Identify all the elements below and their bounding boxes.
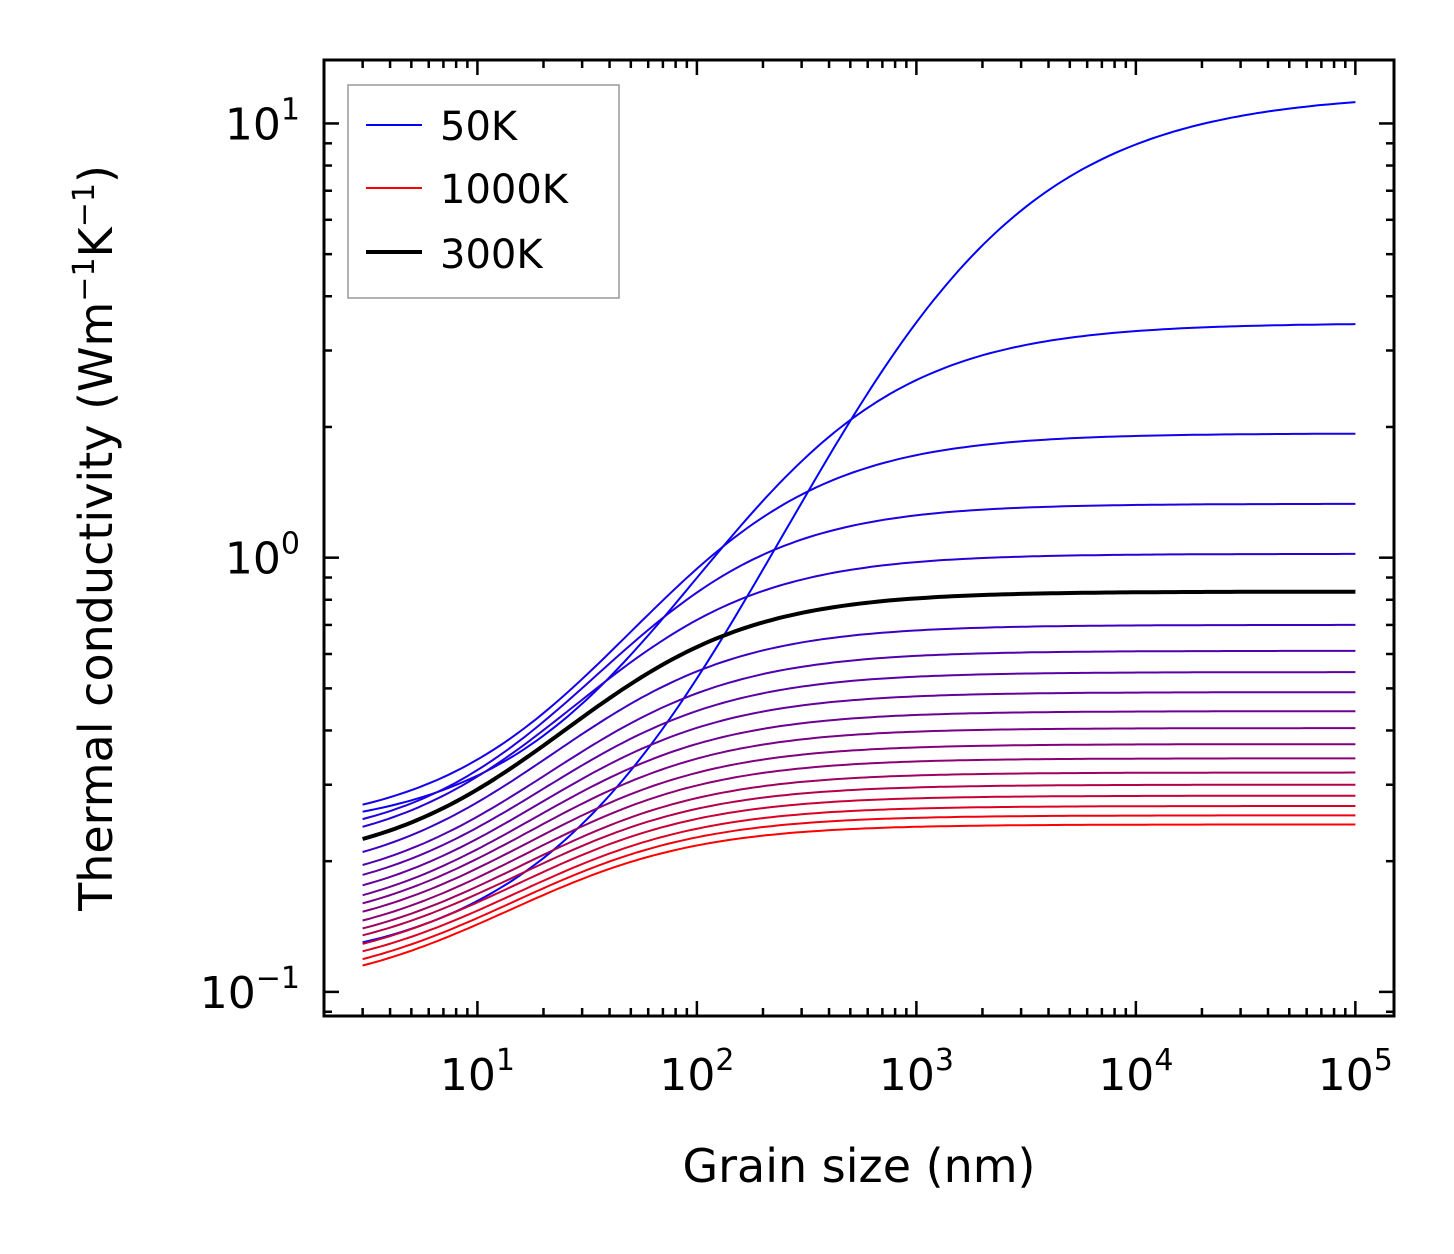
- series-line-200k: [362, 502, 1356, 821]
- x-tick-label: 101: [440, 1043, 515, 1101]
- series-line-800k: [362, 783, 1356, 937]
- series-line-150k: [362, 432, 1356, 806]
- x-tick-label: 102: [659, 1043, 734, 1101]
- series-line-700k: [362, 757, 1356, 922]
- series-line-400k: [362, 649, 1356, 866]
- series-line-600k: [362, 727, 1356, 905]
- x-tick-labels: 101 102 103 104 105: [440, 1043, 1393, 1101]
- legend-label-1000k: 1000K: [440, 167, 570, 213]
- plot-frame: [322, 58, 1396, 1018]
- x-tick-label: 104: [1098, 1043, 1173, 1101]
- legend-label-50k: 50K: [440, 104, 519, 150]
- y-tick-label: 100: [225, 527, 300, 585]
- series-layer: [362, 101, 1356, 967]
- x-tick-label: 105: [1318, 1043, 1393, 1101]
- series-line-550k: [362, 710, 1356, 897]
- series-line-850k: [362, 794, 1356, 945]
- series-line-900k: [362, 805, 1356, 953]
- series-line-300k: [362, 589, 1356, 841]
- series-line-500k: [362, 691, 1356, 887]
- x-axis-label: Grain size (nm): [683, 1139, 1036, 1193]
- series-line-1000k: [362, 823, 1356, 967]
- y-axis-label: Thermal conductivity (Wm−1K−1): [67, 165, 123, 912]
- series-line-100k: [362, 323, 1356, 813]
- series-line-250k: [362, 552, 1356, 828]
- series-line-950k: [362, 814, 1356, 961]
- series-line-350k: [362, 623, 1356, 853]
- y-tick-label: 101: [225, 92, 300, 150]
- legend: 50K 1000K 300K: [347, 84, 620, 299]
- x-tick-label: 103: [879, 1043, 954, 1101]
- y-tick-labels: 10−1 100 101: [200, 92, 300, 1018]
- series-line-650k: [362, 743, 1356, 913]
- legend-box: [347, 84, 620, 299]
- series-line-750k: [362, 771, 1356, 930]
- legend-label-300k: 300K: [440, 232, 544, 278]
- y-tick-label: 10−1: [200, 961, 300, 1019]
- series-line-450k: [362, 671, 1356, 876]
